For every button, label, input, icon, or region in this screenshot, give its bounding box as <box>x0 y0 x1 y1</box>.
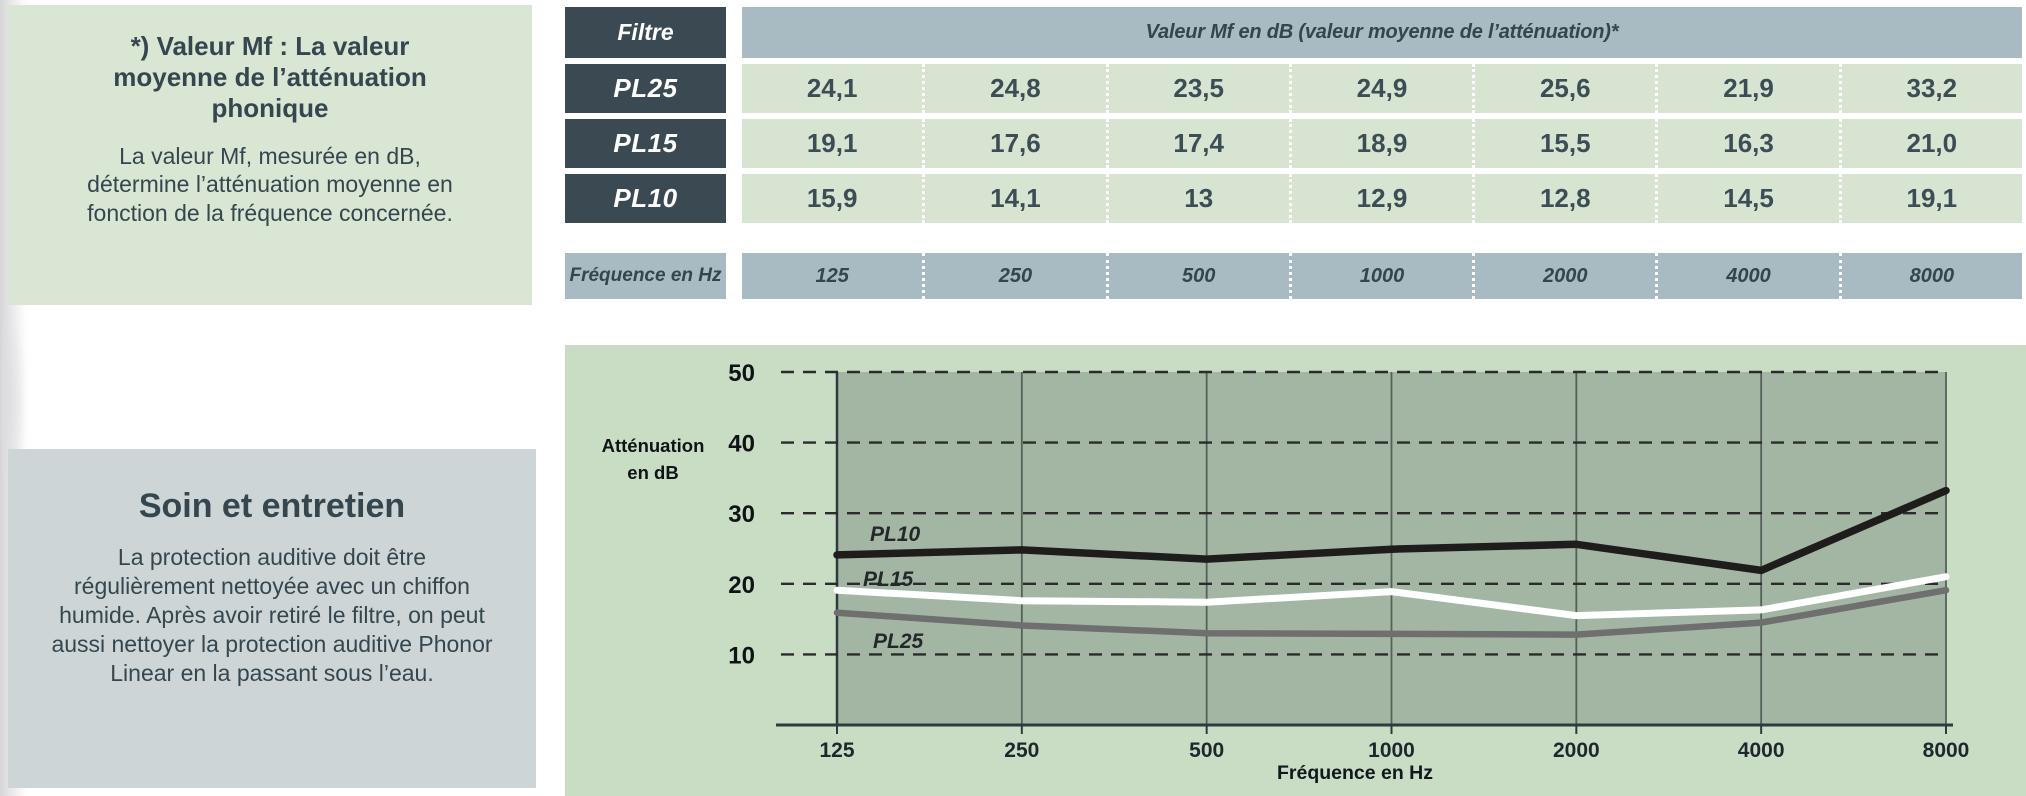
frequency-cell: 8000 <box>1838 253 2022 299</box>
table-value-cell: 16,3 <box>1655 119 1839 168</box>
table-value-cell: 23,5 <box>1105 64 1289 113</box>
table-value-cell: 24,1 <box>742 64 923 113</box>
table-value-cell: 17,4 <box>1105 119 1289 168</box>
table-value-cell: 15,9 <box>742 174 923 223</box>
table-column-gap <box>726 7 742 58</box>
series-line-pl25 <box>833 586 1950 638</box>
series-label-pl25: PL25 <box>873 630 924 653</box>
table-column-gap <box>726 253 742 299</box>
x-tick-label: 4000 <box>1738 739 1785 762</box>
care-box-body: La protection auditive doit être réguliè… <box>51 544 493 686</box>
attenuation-line-chart: 10 20 30 40 50 PL10 PL15 PL25 125 250 500 1000 2000 4… <box>602 360 1970 784</box>
frequency-cell: 2000 <box>1472 253 1656 299</box>
table-header-row: Filtre Valeur Mf en dB (valeur moyenne d… <box>565 7 2022 58</box>
table-row-values: 15,9 14,1 13 12,9 12,8 14,5 19,1 <box>742 174 2022 223</box>
table-value-cell: 33,2 <box>1838 64 2022 113</box>
care-box-title: Soin et entretien <box>138 487 406 525</box>
frequency-cell: 500 <box>1105 253 1289 299</box>
x-tick-label: 8000 <box>1923 739 1970 762</box>
y-axis-title-line2: en dB <box>627 462 678 483</box>
frequency-cell: 4000 <box>1655 253 1839 299</box>
y-tick-label: 20 <box>728 572 755 599</box>
table-value-cell: 14,5 <box>1655 174 1839 223</box>
table-corner-cell: Filtre <box>565 7 726 58</box>
frequency-cell: 125 <box>742 253 923 299</box>
series-label-pl10: PL10 <box>870 523 921 546</box>
table-row-pl15: PL15 19,1 17,6 17,4 18,9 15,5 16,3 21,0 <box>565 119 2022 168</box>
table-value-cell: 21,9 <box>1655 64 1839 113</box>
table-frequency-row: Fréquence en Hz 125 250 500 1000 2000 40… <box>565 253 2022 299</box>
x-tick-label: 500 <box>1189 739 1224 762</box>
mf-info-body: La valeur Mf, mesurée en dB, détermine l… <box>87 142 453 226</box>
table-value-cell: 18,9 <box>1288 119 1473 168</box>
table-value-cell: 15,5 <box>1472 119 1656 168</box>
row-label-pl10: PL10 <box>565 174 726 223</box>
frequency-row-label: Fréquence en Hz <box>565 253 726 299</box>
x-tick-label: 125 <box>819 739 854 762</box>
y-tick-label: 50 <box>728 360 755 387</box>
table-row-values: 24,1 24,8 23,5 24,9 25,6 21,9 33,2 <box>742 64 2022 113</box>
frequency-cell: 1000 <box>1288 253 1473 299</box>
table-row-values: 125 250 500 1000 2000 4000 8000 <box>742 253 2022 299</box>
x-tick-label: 1000 <box>1368 739 1415 762</box>
series-line-pl15 <box>833 573 1950 620</box>
table-value-cell: 14,1 <box>922 174 1106 223</box>
mf-info-title: *) Valeur Mf : La valeur moyenne de l’at… <box>113 31 427 124</box>
attenuation-table: Filtre Valeur Mf en dB (valeur moyenne d… <box>565 7 2022 305</box>
table-header-band: Valeur Mf en dB (valeur moyenne de l’att… <box>742 7 2022 58</box>
table-column-gap <box>726 119 742 168</box>
table-value-cell: 12,9 <box>1288 174 1473 223</box>
table-column-gap <box>726 64 742 113</box>
frequency-cell: 250 <box>922 253 1106 299</box>
x-axis-title: Fréquence en Hz <box>1277 762 1433 784</box>
table-row-values: 19,1 17,6 17,4 18,9 15,5 16,3 21,0 <box>742 119 2022 168</box>
x-tick-label: 250 <box>1004 739 1039 762</box>
row-label-pl25: PL25 <box>565 64 726 113</box>
table-column-gap <box>726 174 742 223</box>
table-value-cell: 25,6 <box>1472 64 1656 113</box>
mf-info-box: *) Valeur Mf : La valeur moyenne de l’at… <box>8 5 532 305</box>
y-axis-title-line1: Atténuation <box>602 435 705 456</box>
care-box: Soin et entretien La protection auditive… <box>8 449 536 788</box>
table-value-cell: 21,0 <box>1838 119 2022 168</box>
y-tick-label: 10 <box>728 642 755 669</box>
table-row-pl25: PL25 24,1 24,8 23,5 24,9 25,6 21,9 33,2 <box>565 64 2022 113</box>
y-tick-label: 40 <box>728 431 755 458</box>
table-value-cell: 13 <box>1105 174 1289 223</box>
table-value-cell: 19,1 <box>1838 174 2022 223</box>
attenuation-chart-panel: 10 20 30 40 50 PL10 PL15 PL25 125 250 500 1000 2000 4… <box>565 345 2026 796</box>
table-value-cell: 12,8 <box>1472 174 1656 223</box>
row-label-pl15: PL15 <box>565 119 726 168</box>
x-tick-label: 2000 <box>1553 739 1600 762</box>
table-value-cell: 19,1 <box>742 119 923 168</box>
table-value-cell: 17,6 <box>922 119 1106 168</box>
table-row-pl10: PL10 15,9 14,1 13 12,9 12,8 14,5 19,1 <box>565 174 2022 223</box>
table-value-cell: 24,8 <box>922 64 1106 113</box>
y-tick-label: 30 <box>728 501 755 528</box>
series-label-pl15: PL15 <box>863 568 914 591</box>
series-line-pl10 <box>833 486 1950 575</box>
table-value-cell: 24,9 <box>1288 64 1473 113</box>
